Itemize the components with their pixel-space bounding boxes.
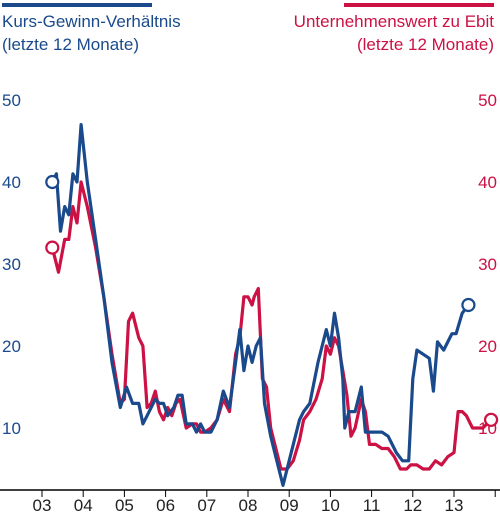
right-y-tick-label-20: 20 bbox=[478, 337, 497, 356]
left-title-line-2: (letzte 12 Monate) bbox=[2, 35, 140, 54]
right-title-rule bbox=[344, 3, 494, 7]
x-tick-label-03: 03 bbox=[33, 496, 52, 514]
right-y-tick-label-30: 30 bbox=[478, 255, 497, 274]
x-tick-label-07: 07 bbox=[197, 496, 216, 514]
x-tick-label-09: 09 bbox=[280, 496, 299, 514]
left-y-tick-label-40: 40 bbox=[2, 173, 21, 192]
right-title-line-1: Unternehmenswert zu Ebit bbox=[293, 12, 494, 31]
blue-series-end-marker bbox=[461, 297, 476, 313]
left-title-rule bbox=[2, 3, 152, 7]
x-tick-label-12: 12 bbox=[403, 496, 422, 514]
x-tick-label-13: 13 bbox=[445, 496, 464, 514]
left-axis-title: Kurs-Gewinn-Verhältnis (letzte 12 Monate… bbox=[2, 3, 181, 56]
x-tick-label-10: 10 bbox=[321, 496, 340, 514]
blue-series-start-marker bbox=[45, 174, 60, 190]
left-title-line-1: Kurs-Gewinn-Verhältnis bbox=[2, 12, 181, 31]
x-tick-label-06: 06 bbox=[156, 496, 175, 514]
x-tick-label-08: 08 bbox=[239, 496, 258, 514]
left-y-tick-label-30: 30 bbox=[2, 255, 21, 274]
right-y-tick-label-50: 50 bbox=[478, 91, 497, 110]
right-title-line-2: (letzte 12 Monate) bbox=[356, 35, 494, 54]
right-axis-title: Unternehmenswert zu Ebit (letzte 12 Mona… bbox=[293, 3, 494, 56]
x-tick-label-11: 11 bbox=[363, 496, 381, 514]
red-series-line bbox=[50, 180, 493, 471]
left-y-tick-label-10: 10 bbox=[2, 419, 21, 438]
blue-series-line bbox=[50, 123, 470, 487]
right-y-tick-label-40: 40 bbox=[478, 173, 497, 192]
x-tick-label-05: 05 bbox=[115, 496, 134, 514]
x-tick-label-04: 04 bbox=[74, 496, 93, 514]
red-series-start-marker bbox=[45, 240, 60, 255]
left-y-tick-label-20: 20 bbox=[2, 337, 21, 356]
left-y-tick-label-50: 50 bbox=[2, 91, 21, 110]
red-series-end-marker bbox=[483, 412, 499, 427]
